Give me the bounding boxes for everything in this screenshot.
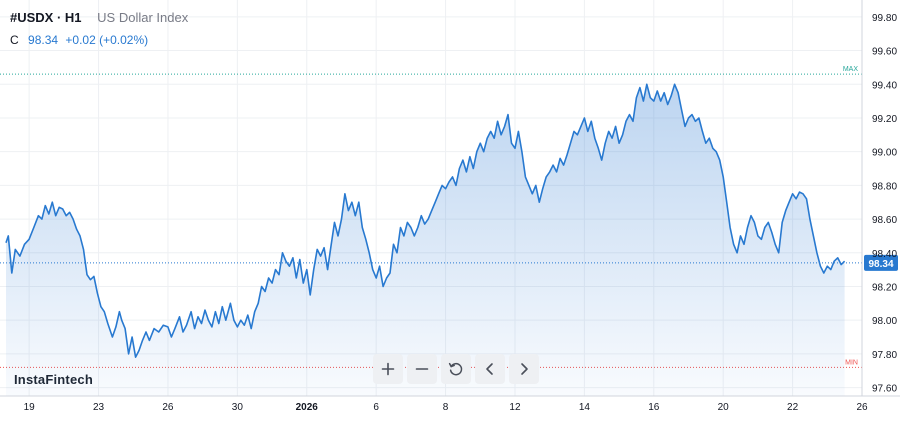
last-price-label: 98.34 (868, 259, 893, 270)
title-row: #USDX · H1 US Dollar Index (10, 10, 188, 25)
instrument-description: US Dollar Index (97, 10, 189, 25)
last-price-marker: 98.34 (0, 254, 898, 271)
chart-toolbar (373, 354, 539, 384)
x-tick-label: 12 (509, 402, 521, 413)
series-fill (6, 84, 845, 397)
x-tick-label: 16 (648, 402, 660, 413)
y-tick-label: 98.20 (872, 282, 897, 293)
y-tick-label: 98.40 (872, 249, 897, 260)
x-tick-label: 2026 (296, 402, 319, 413)
minus-icon (415, 368, 429, 370)
y-tick-label: 97.60 (872, 384, 897, 395)
y-tick-label: 99.80 (872, 13, 897, 24)
min-max-lines: MAX MIN (0, 66, 862, 368)
x-tick-label: 23 (93, 402, 105, 413)
last-price-badge (864, 254, 898, 271)
x-tick-label: 26 (856, 402, 868, 413)
y-tick-label: 99.60 (872, 47, 897, 58)
close-value: 98.34 (28, 33, 59, 47)
axes: 97.60 97.80 98.00 98.20 98.40 98.60 98.80 99.00… (0, 0, 900, 413)
chevron-right-icon (521, 363, 528, 375)
min-label: MIN (845, 359, 858, 366)
y-tick-label: 99.40 (872, 80, 897, 91)
x-tick-label: 22 (787, 402, 799, 413)
chart-header: #USDX · H1 US Dollar Index C 98.34 +0.02… (10, 10, 188, 47)
x-tick-label: 30 (232, 402, 244, 413)
y-tick-label: 98.60 (872, 215, 897, 226)
y-tick-label: 97.80 (872, 350, 897, 361)
symbol-label: #USDX · H1 (10, 10, 82, 25)
close-label: C (10, 33, 19, 47)
x-tick-label: 19 (24, 402, 36, 413)
change-value: +0.02 (+0.02%) (65, 33, 149, 47)
reset-icon (448, 362, 463, 376)
x-tick-label: 6 (373, 402, 379, 413)
chevron-left-icon (486, 363, 493, 375)
zoom-in-button[interactable] (373, 354, 403, 384)
series-line (5, 83, 846, 358)
x-tick-label: 20 (718, 402, 730, 413)
max-label: MAX (843, 66, 859, 73)
plus-icon (381, 362, 395, 376)
x-tick-label: 8 (443, 402, 449, 413)
x-tick-label: 14 (579, 402, 591, 413)
zoom-out-button[interactable] (407, 354, 437, 384)
quote-row: C 98.34 +0.02 (+0.02%) (10, 33, 188, 47)
series-area (5, 83, 846, 397)
reset-button[interactable] (441, 354, 471, 384)
brand-logo: InstaFintech (14, 372, 93, 387)
y-tick-label: 98.80 (872, 181, 897, 192)
y-tick-label: 99.00 (872, 148, 897, 159)
x-tick-label: 26 (162, 402, 174, 413)
y-tick-label: 98.00 (872, 316, 897, 327)
y-tick-label: 99.20 (872, 114, 897, 125)
scroll-left-button[interactable] (475, 354, 505, 384)
scroll-right-button[interactable] (509, 354, 539, 384)
